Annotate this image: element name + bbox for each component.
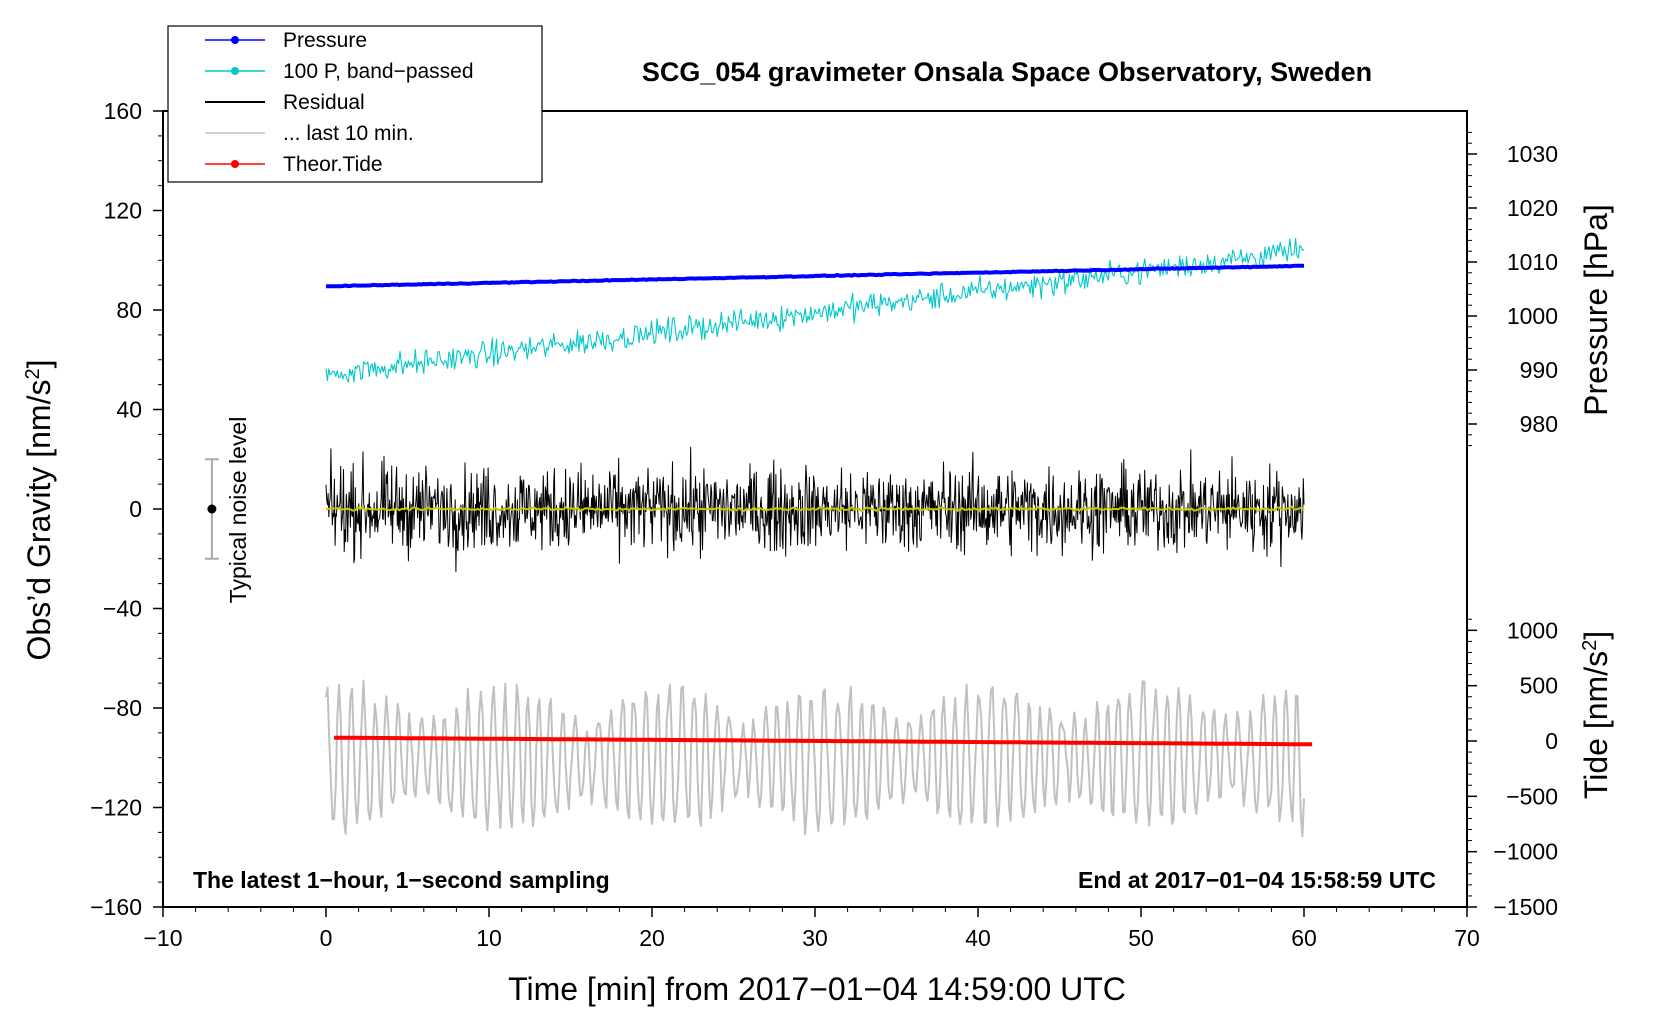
annotation-end-time: End at 2017−01−04 15:58:59 UTC bbox=[1078, 867, 1436, 893]
x-tick-label: 70 bbox=[1454, 925, 1480, 951]
y-left-tick-label: −160 bbox=[90, 894, 142, 920]
x-tick-label: −10 bbox=[143, 925, 182, 951]
y-left-tick-label: 40 bbox=[116, 397, 142, 423]
series-line-last-10-min bbox=[325, 679, 1305, 838]
tide-tick-label: 500 bbox=[1520, 673, 1558, 699]
series-line-pressure bbox=[325, 263, 1305, 289]
pressure-tick-label: 990 bbox=[1520, 357, 1558, 383]
x-tick-label: 40 bbox=[965, 925, 991, 951]
y-axis-title-pressure: Pressure [hPa] bbox=[1578, 204, 1614, 416]
legend-marker-theor-tide bbox=[231, 160, 239, 168]
series-line-residual bbox=[325, 446, 1305, 573]
legend-box bbox=[167, 25, 543, 183]
noise-level-indicator bbox=[204, 458, 219, 560]
y-left-tick-label: −120 bbox=[90, 795, 142, 821]
legend-label-pressure: Pressure bbox=[283, 29, 367, 52]
noise-level-label: Typical noise level bbox=[225, 417, 251, 604]
x-tick-label: 0 bbox=[320, 925, 333, 951]
y-left-tick-label: −80 bbox=[103, 695, 142, 721]
tide-tick-label: −1000 bbox=[1493, 839, 1558, 865]
legend: Pressure 100 P, band−passed Residual ... la… bbox=[167, 25, 543, 183]
x-tick-label: 60 bbox=[1291, 925, 1317, 951]
y-left-tick-label: 80 bbox=[116, 297, 142, 323]
tide-tick-label: −500 bbox=[1506, 783, 1558, 809]
y-left-tick-label: 160 bbox=[104, 98, 142, 124]
tide-tick-label: 0 bbox=[1545, 728, 1558, 754]
y-axis-title-tide: Tide [nm/s2] bbox=[1578, 631, 1614, 799]
tide-tick-label: −1500 bbox=[1493, 894, 1558, 920]
x-tick-label: 30 bbox=[802, 925, 828, 951]
x-tick-label: 10 bbox=[476, 925, 502, 951]
axes-layer: −10 0 10 20 30 40 50 60 70−160−120−80−4004080120… bbox=[90, 98, 1558, 951]
legend-marker-pressure bbox=[231, 36, 239, 44]
legend-label-last-10-min: ... last 10 min. bbox=[283, 122, 414, 145]
tide-tick-label: 1000 bbox=[1507, 617, 1558, 643]
x-tick-label: 20 bbox=[639, 925, 665, 951]
annotation-sampling: The latest 1−hour, 1−second sampling bbox=[193, 867, 610, 893]
y-left-tick-label: −40 bbox=[103, 596, 142, 622]
y-left-tick-label: 120 bbox=[104, 198, 142, 224]
chart-title: SCG_054 gravimeter Onsala Space Observat… bbox=[642, 57, 1372, 87]
legend-marker-100-p-band-passed bbox=[231, 67, 239, 75]
pressure-tick-label: 1000 bbox=[1507, 303, 1558, 329]
y-axis-title-left: Obs’d Gravity [nm/s2] bbox=[21, 360, 57, 661]
pressure-tick-label: 1030 bbox=[1507, 141, 1558, 167]
noise-level-dot bbox=[207, 504, 217, 514]
pressure-tick-label: 1020 bbox=[1507, 195, 1558, 221]
series-line-100-p-band-passed bbox=[325, 237, 1305, 383]
x-tick-label: 50 bbox=[1128, 925, 1154, 951]
y-left-tick-label: 0 bbox=[129, 496, 142, 522]
series-line-residual-smoothed bbox=[325, 505, 1305, 513]
legend-label-residual: Residual bbox=[283, 91, 365, 114]
series-line-theor-tide bbox=[334, 735, 1313, 747]
legend-label-theor-tide: Theor.Tide bbox=[283, 153, 383, 176]
pressure-tick-label: 980 bbox=[1520, 411, 1558, 437]
series-layer bbox=[325, 237, 1313, 838]
x-axis-title: Time [min] from 2017−01−04 14:59:00 UTC bbox=[508, 971, 1126, 1007]
pressure-tick-label: 1010 bbox=[1507, 249, 1558, 275]
legend-label-100-p-band-passed: 100 P, band−passed bbox=[283, 60, 474, 83]
